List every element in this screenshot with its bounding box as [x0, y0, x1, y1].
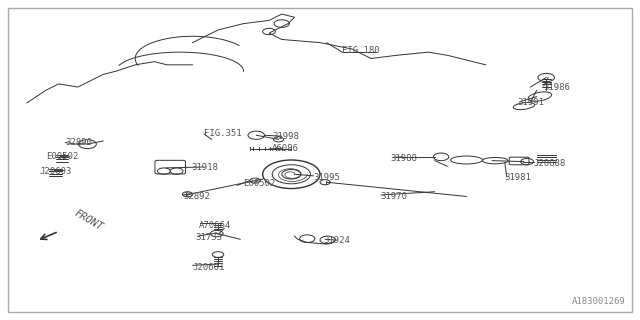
Text: 31918: 31918	[191, 164, 218, 172]
Text: A70664: A70664	[199, 220, 231, 229]
Text: E00502: E00502	[46, 152, 78, 161]
Text: J20603: J20603	[40, 167, 72, 176]
Text: 31995: 31995	[314, 173, 340, 182]
Text: FRONT: FRONT	[73, 208, 105, 232]
Text: 31998: 31998	[272, 132, 299, 141]
Text: A6086: A6086	[272, 144, 299, 153]
Text: FIG.351: FIG.351	[204, 129, 242, 138]
Text: J20601: J20601	[193, 263, 225, 272]
Text: 31970: 31970	[381, 192, 408, 201]
Text: 31991: 31991	[518, 99, 545, 108]
Text: J20888: J20888	[534, 159, 566, 168]
Text: 32890: 32890	[65, 138, 92, 147]
Text: 31924: 31924	[323, 236, 350, 245]
Text: A183001269: A183001269	[572, 297, 626, 306]
Text: FIG.180: FIG.180	[342, 46, 380, 55]
Text: 31733: 31733	[196, 233, 223, 242]
Text: 31986: 31986	[543, 83, 570, 92]
FancyBboxPatch shape	[155, 160, 186, 174]
Text: 32892: 32892	[183, 192, 210, 201]
FancyBboxPatch shape	[509, 157, 529, 165]
Text: 31981: 31981	[505, 173, 532, 182]
Text: 31988: 31988	[390, 154, 417, 163]
Text: E00502: E00502	[244, 179, 276, 188]
